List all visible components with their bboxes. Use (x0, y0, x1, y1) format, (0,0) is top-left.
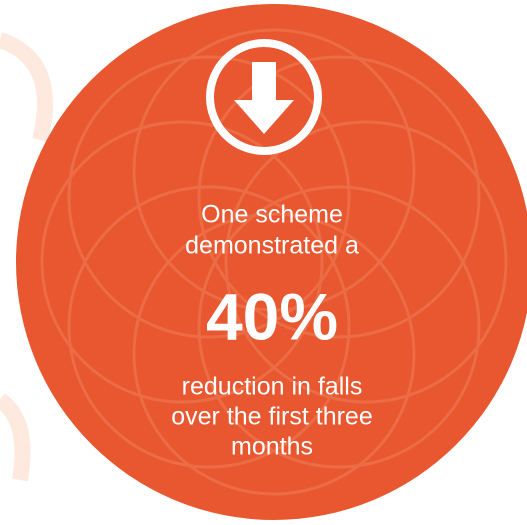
badge-pattern (40, 28, 508, 496)
down-arrow-icon (206, 39, 322, 155)
badge-circle (16, 4, 527, 520)
outro-line: over the first three (171, 403, 372, 431)
statistic: 40% (206, 279, 338, 353)
outro-line: months (231, 433, 313, 461)
intro-line: demonstrated a (185, 232, 359, 260)
intro-line: One scheme (201, 201, 343, 229)
outro-line: reduction in falls (182, 373, 363, 401)
background-arcs (0, 32, 53, 482)
